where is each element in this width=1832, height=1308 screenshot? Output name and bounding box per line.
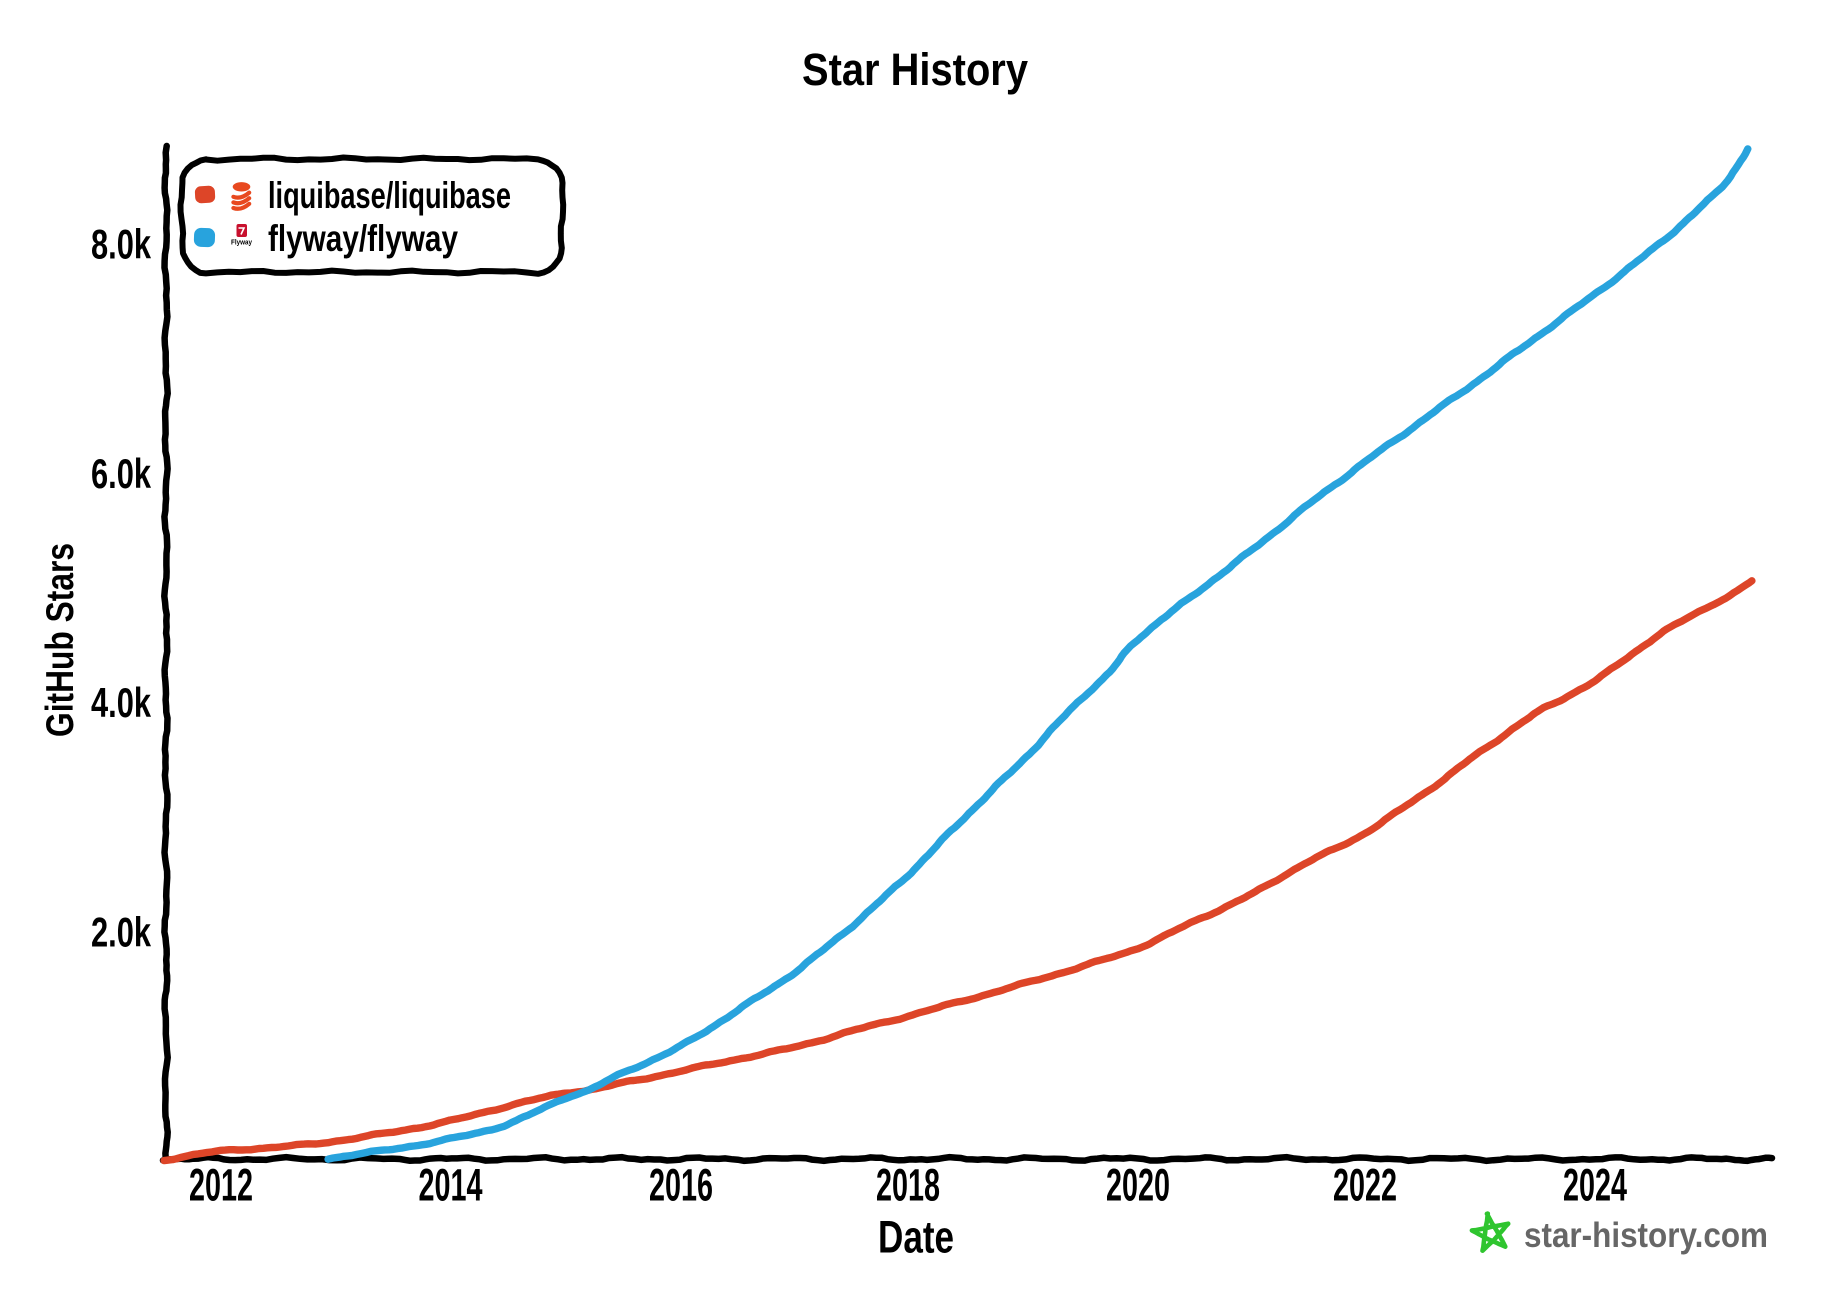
svg-text:6.0k: 6.0k: [91, 450, 151, 497]
svg-text:2.0k: 2.0k: [91, 908, 151, 955]
svg-text:2016: 2016: [649, 1160, 713, 1211]
svg-text:Date: Date: [878, 1212, 954, 1263]
svg-text:Star History: Star History: [802, 44, 1028, 95]
svg-text:2020: 2020: [1106, 1160, 1170, 1211]
svg-text:2014: 2014: [419, 1160, 483, 1211]
svg-text:liquibase/liquibase: liquibase/liquibase: [268, 175, 511, 216]
svg-text:2022: 2022: [1333, 1160, 1397, 1211]
svg-text:flyway/flyway: flyway/flyway: [268, 218, 458, 259]
svg-text:2024: 2024: [1563, 1160, 1627, 1211]
svg-text:2018: 2018: [876, 1160, 940, 1211]
svg-text:star-history.com: star-history.com: [1524, 1216, 1768, 1255]
svg-text:Flyway: Flyway: [231, 240, 252, 247]
svg-text:2012: 2012: [189, 1160, 253, 1211]
svg-text:GitHub Stars: GitHub Stars: [39, 543, 82, 737]
svg-text:4.0k: 4.0k: [91, 679, 151, 726]
svg-text:8.0k: 8.0k: [91, 221, 151, 268]
